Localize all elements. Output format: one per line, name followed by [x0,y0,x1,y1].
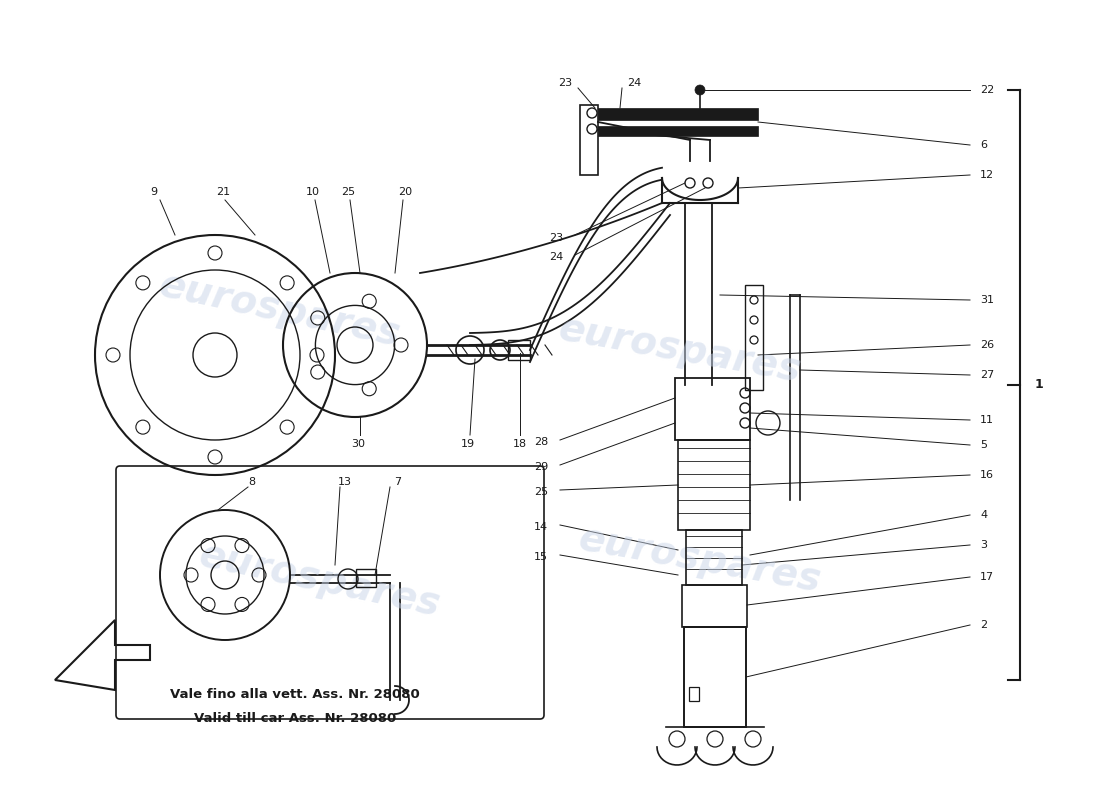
Text: 29: 29 [534,462,548,472]
Bar [682,585,747,627]
Bar [745,285,763,390]
Text: eurospares: eurospares [156,266,404,354]
Bar [684,627,746,727]
Text: eurospares: eurospares [196,536,444,624]
Text: 25: 25 [341,187,355,197]
Text: Vale fino alla vett. Ass. Nr. 28080: Vale fino alla vett. Ass. Nr. 28080 [170,689,420,702]
Text: 27: 27 [980,370,994,380]
Text: 18: 18 [513,439,527,449]
Bar [689,687,698,701]
Text: 8: 8 [249,477,255,487]
Text: 23: 23 [549,233,563,243]
Text: 26: 26 [980,340,994,350]
Text: 21: 21 [216,187,230,197]
Bar [678,440,750,530]
Text: 13: 13 [338,477,352,487]
Text: 1: 1 [1035,378,1044,391]
Text: 4: 4 [980,510,987,520]
Text: 20: 20 [398,187,412,197]
Text: 31: 31 [980,295,994,305]
Text: eurospares: eurospares [556,310,804,390]
Text: 6: 6 [980,140,987,150]
Text: 14: 14 [534,522,548,532]
Bar [686,530,742,585]
Text: 19: 19 [461,439,475,449]
Text: 30: 30 [351,439,365,449]
Bar [580,105,598,175]
Text: Valid till car Ass. Nr. 28080: Valid till car Ass. Nr. 28080 [194,711,396,725]
Text: 7: 7 [395,477,402,487]
Text: 10: 10 [306,187,320,197]
Text: 25: 25 [534,487,548,497]
Text: 23: 23 [558,78,572,88]
Text: 3: 3 [980,540,987,550]
Text: 16: 16 [980,470,994,480]
Text: 5: 5 [980,440,987,450]
Bar [508,340,530,360]
Text: 22: 22 [980,85,994,95]
Text: 12: 12 [980,170,994,180]
Text: 9: 9 [150,187,157,197]
Bar [598,126,758,136]
Text: 24: 24 [549,252,563,262]
Text: 2: 2 [980,620,987,630]
Text: 15: 15 [534,552,548,562]
Bar [598,108,758,120]
Bar [356,569,376,587]
Circle shape [695,85,705,95]
Text: 24: 24 [627,78,641,88]
Text: 17: 17 [980,572,994,582]
Text: 28: 28 [534,437,548,447]
Text: eurospares: eurospares [575,520,824,600]
Bar [675,378,750,440]
Text: 11: 11 [980,415,994,425]
